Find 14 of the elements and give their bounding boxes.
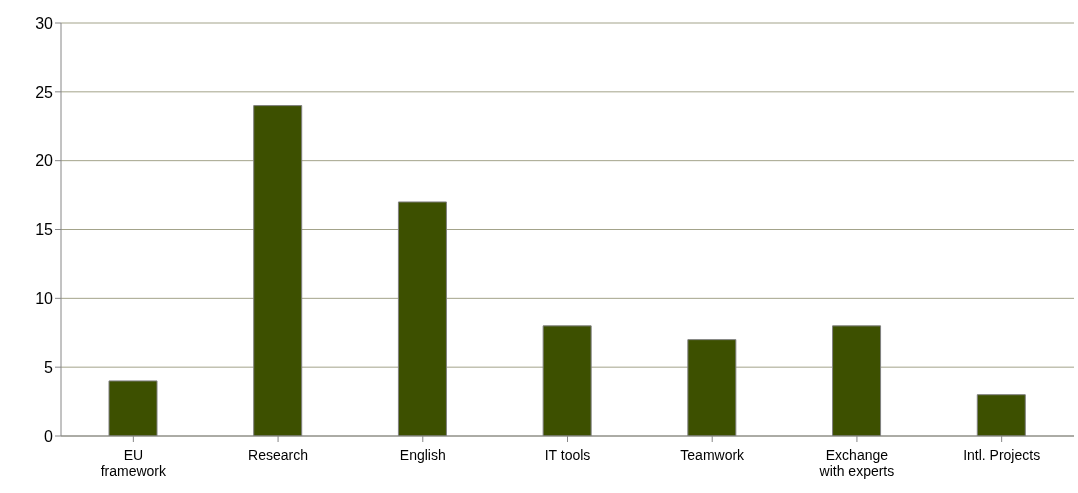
x-tick-label: EU framework [100,446,168,480]
x-tick-label: Research [248,446,309,463]
y-tick-label: 10 [35,290,54,308]
y-tick-label: 15 [35,221,54,239]
x-tick-label: IT tools [544,446,591,463]
y-tick-label: 20 [35,152,54,170]
x-tick-label: Teamwork [680,446,746,463]
x-tick-label: Intl. Projects [963,446,1041,463]
y-tick-label: 0 [44,427,54,445]
x-tick-label: Exchange with experts [818,446,895,480]
x-tick-label: English [399,446,446,463]
y-tick-label: 5 [44,358,54,376]
y-tick-label: 25 [35,83,54,101]
y-tick-label: 30 [35,14,54,32]
